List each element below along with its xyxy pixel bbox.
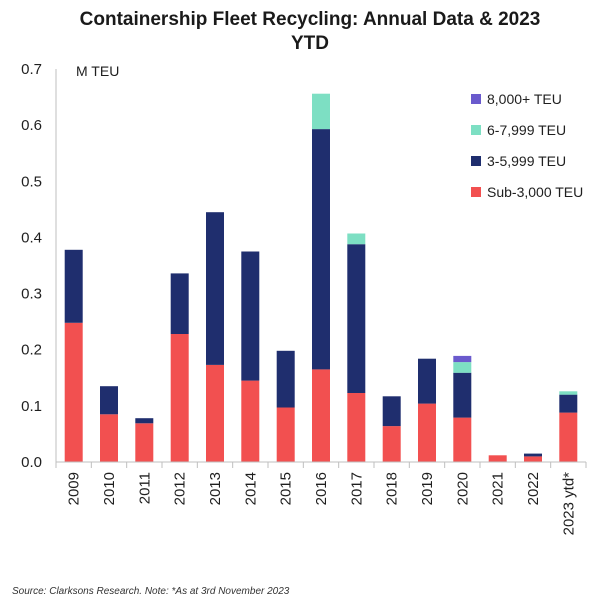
y-tick-label: 0.2	[21, 342, 42, 359]
bar-segment	[347, 233, 366, 245]
bar-segment	[241, 251, 260, 381]
bar-segment	[488, 455, 507, 462]
bar-segment	[453, 362, 472, 373]
x-tick-label: 2016	[313, 472, 330, 505]
legend-swatch	[471, 156, 481, 166]
unit-label: M TEU	[76, 63, 119, 79]
bar-segment	[64, 322, 83, 462]
legend-swatch	[471, 187, 481, 197]
y-axis: 0.0 0.1 0.2 0.3 0.4 0.5 0.6 0.7	[21, 61, 57, 471]
y-tick-label: 0.5	[21, 173, 42, 190]
y-tick-label: 0.4	[21, 229, 42, 246]
legend-swatch	[471, 125, 481, 135]
bar-segment	[100, 386, 118, 415]
bar-segment	[559, 391, 578, 395]
x-tick-label: 2021	[490, 472, 507, 505]
y-tick-label: 0.1	[21, 398, 42, 415]
bar-segment	[100, 414, 118, 462]
bar-segment	[524, 456, 542, 462]
bar-segment	[170, 334, 189, 462]
bar-segment	[312, 129, 330, 370]
bar-segment	[453, 372, 472, 418]
bar-segment	[135, 423, 154, 462]
x-tick-label: 2015	[278, 472, 295, 505]
legend-label: 8,000+ TEU	[487, 91, 562, 107]
legend-label: 6-7,999 TEU	[487, 122, 566, 138]
bar-segment	[418, 358, 436, 404]
bar-segment	[170, 273, 189, 334]
y-tick-label: 0.0	[21, 454, 42, 471]
bar-segment	[524, 453, 542, 457]
chart-title: Containership Fleet Recycling: Annual Da…	[79, 9, 541, 54]
x-tick-label: 2018	[384, 472, 401, 505]
y-tick-label: 0.6	[21, 117, 42, 134]
y-tick-label: 0.7	[21, 61, 42, 78]
bar-segment	[241, 380, 260, 462]
chart-svg: 0.0 0.1 0.2 0.3 0.4 0.5 0.6 0.7 2009 2010 2011 201…	[21, 61, 587, 536]
bars	[64, 93, 578, 462]
x-tick-label: 2014	[242, 472, 259, 505]
bar-segment	[312, 93, 330, 130]
bar-segment	[453, 417, 472, 462]
bar-segment	[347, 244, 366, 393]
bar-segment	[206, 364, 224, 462]
bar-segment	[559, 394, 578, 413]
x-tick-label: 2019	[419, 472, 436, 505]
x-axis: 2009 2010 2011 2012 2013 2014 2015 2016 2017 2018…	[55, 461, 587, 536]
legend: 8,000+ TEU 6-7,999 TEU 3-5,999 TEU Sub-3,00…	[471, 91, 583, 200]
x-tick-label: 2017	[348, 472, 365, 505]
bar-segment	[418, 403, 436, 462]
bar-segment	[276, 350, 295, 408]
x-tick-label: 2022	[525, 472, 542, 505]
x-tick-label: 2010	[101, 472, 118, 505]
x-tick-label: 2020	[454, 472, 471, 505]
x-tick-label: 2023 ytd*	[560, 472, 577, 536]
bar-segment	[453, 355, 472, 363]
legend-label: Sub-3,000 TEU	[487, 184, 583, 200]
x-tick-label: 2013	[207, 472, 224, 505]
x-tick-label: 2009	[66, 472, 83, 505]
bar-segment	[64, 249, 83, 323]
bar-segment	[276, 407, 295, 462]
bar-segment	[206, 212, 224, 365]
bar-segment	[382, 426, 401, 462]
legend-swatch	[471, 94, 481, 104]
bar-segment	[135, 418, 154, 424]
x-tick-label: 2012	[172, 472, 189, 505]
source-note: Source: Clarksons Research. Note: *As at…	[12, 586, 290, 597]
bar-segment	[312, 369, 330, 462]
bar-segment	[382, 396, 401, 427]
bar-segment	[559, 412, 578, 462]
y-tick-label: 0.3	[21, 286, 42, 303]
x-tick-label: 2011	[136, 472, 153, 504]
bar-segment	[347, 392, 366, 462]
legend-label: 3-5,999 TEU	[487, 153, 566, 169]
